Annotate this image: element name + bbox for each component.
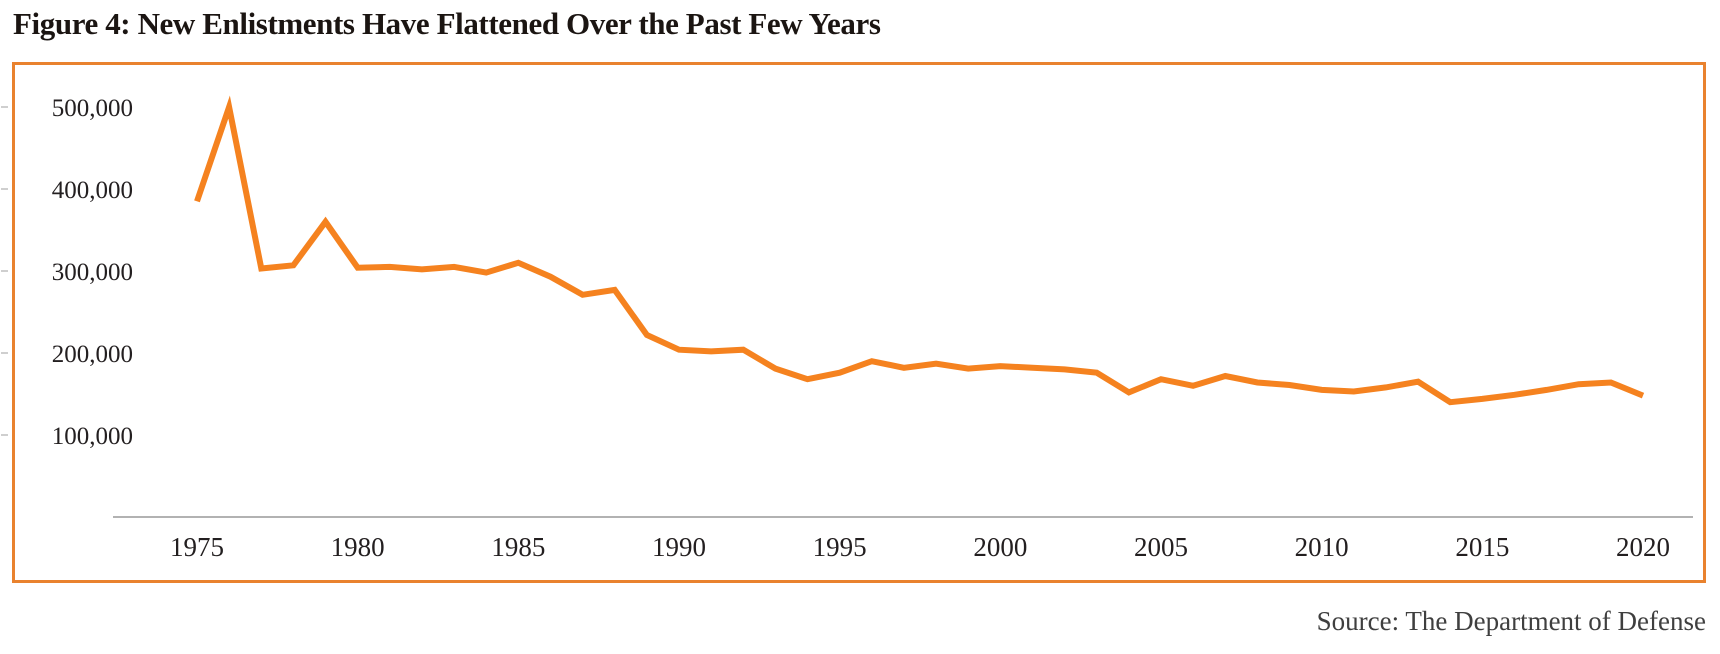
source-credit: Source: The Department of Defense (1316, 606, 1706, 636)
figure-title: Figure 4: New Enlistments Have Flattened… (13, 6, 881, 41)
chart-frame (12, 62, 1706, 583)
